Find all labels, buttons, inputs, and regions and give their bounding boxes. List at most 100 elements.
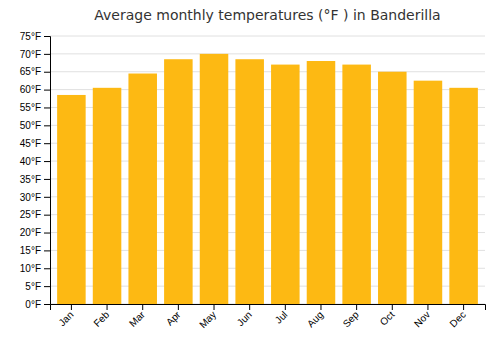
x-tick-label: Dec — [447, 309, 467, 329]
chart-svg: Jan Feb Mar Apr May Jun Jul Aug Sep Oct Nov Dec 0°F 5… — [0, 0, 500, 350]
x-tick-label: Mar — [127, 308, 147, 328]
x-tick-mark — [356, 304, 357, 310]
bar — [235, 59, 264, 304]
y-tick-label: 30°F — [20, 192, 41, 203]
x-tick: May — [197, 304, 218, 330]
bar — [271, 65, 300, 304]
x-tick: Dec — [447, 304, 467, 329]
bar — [200, 54, 229, 304]
y-tick: 15°F — [20, 245, 50, 256]
y-tick-mark — [44, 143, 50, 144]
y-tick-label: 55°F — [20, 102, 41, 113]
y-tick-mark — [44, 197, 50, 198]
y-tick-label: 60°F — [20, 84, 41, 95]
y-tick: 20°F — [20, 227, 50, 238]
y-tick: 40°F — [20, 156, 50, 167]
y-tick-mark — [44, 179, 50, 180]
grid — [50, 36, 485, 304]
x-tick: Apr — [164, 304, 183, 328]
y-tick-mark — [44, 107, 50, 108]
y-tick: 0°F — [25, 299, 50, 310]
y-tick-label: 10°F — [20, 263, 41, 274]
x-tick: Nov — [412, 304, 432, 329]
y-tick-mark — [44, 233, 50, 234]
x-tick-mark — [285, 304, 286, 310]
x-tick: Oct — [378, 304, 397, 328]
y-tick-mark — [44, 54, 50, 55]
x-tick-mark — [249, 304, 250, 310]
y-tick: 25°F — [20, 209, 50, 220]
x-tick-mark — [427, 304, 428, 310]
x-tick-label: May — [197, 309, 218, 330]
y-axis: 0°F 5°F 10°F 15°F 20°F 25°F 30°F 35°F 40°F 45°F 50… — [20, 31, 51, 310]
bar — [414, 81, 443, 304]
bar — [449, 88, 478, 304]
x-tick-mark — [214, 304, 215, 310]
y-tick: 60°F — [20, 84, 50, 95]
x-tick-mark — [107, 304, 108, 310]
y-tick-label: 35°F — [20, 174, 41, 185]
x-tick-label: Apr — [164, 308, 183, 327]
x-tick-mark — [71, 304, 72, 310]
y-tick-mark — [44, 250, 50, 251]
y-tick-label: 75°F — [20, 31, 41, 42]
y-tick-label: 0°F — [25, 299, 41, 310]
y-tick-label: 15°F — [20, 245, 41, 256]
bar — [128, 74, 157, 304]
y-tick-label: 20°F — [20, 227, 41, 238]
y-tick: 55°F — [20, 102, 50, 113]
grid-line — [50, 71, 485, 72]
y-tick: 10°F — [20, 263, 50, 274]
y-tick-label: 70°F — [20, 49, 41, 60]
x-tick-label: Jun — [235, 309, 254, 328]
chart-container: Jan Feb Mar Apr May Jun Jul Aug Sep Oct Nov Dec 0°F 5… — [0, 0, 500, 350]
x-tick-mark — [320, 304, 321, 310]
x-tick-label: Oct — [378, 309, 397, 328]
x-tick-mark — [392, 304, 393, 310]
y-axis-line — [44, 37, 51, 305]
x-tick: Jul — [273, 304, 290, 326]
y-tick-label: 25°F — [20, 209, 41, 220]
y-tick-label: 5°F — [25, 281, 41, 292]
x-tick: Aug — [305, 304, 325, 329]
x-tick-label: Feb — [91, 309, 111, 329]
y-tick-label: 65°F — [20, 66, 41, 77]
y-tick-mark — [44, 286, 50, 287]
bar — [164, 59, 193, 304]
y-tick: 45°F — [20, 138, 50, 149]
y-tick: 50°F — [20, 120, 50, 131]
y-tick-label: 45°F — [20, 138, 41, 149]
y-tick-mark — [44, 268, 50, 269]
bars — [57, 54, 478, 304]
bar — [93, 88, 122, 304]
x-tick-mark — [463, 304, 464, 310]
x-tick: Sep — [341, 304, 362, 329]
x-tick-label: Sep — [341, 309, 362, 330]
y-tick-mark — [44, 72, 50, 73]
x-tick: Mar — [127, 304, 147, 329]
grid-line — [50, 36, 485, 37]
y-tick: 65°F — [20, 66, 50, 77]
bar — [378, 72, 407, 304]
y-tick-mark — [44, 161, 50, 162]
grid-line — [50, 53, 485, 54]
x-tick-label: Nov — [412, 309, 432, 329]
y-tick-mark — [44, 125, 50, 126]
y-tick-label: 40°F — [20, 156, 41, 167]
y-tick-mark — [44, 90, 50, 91]
y-tick-mark — [44, 215, 50, 216]
y-tick: 70°F — [20, 49, 50, 60]
y-tick-mark — [44, 36, 50, 37]
y-tick: 30°F — [20, 192, 50, 203]
x-tick-label: Jul — [273, 309, 290, 326]
x-axis-line — [51, 305, 486, 311]
title: Average monthly temperatures (°F ) in Ba… — [94, 7, 440, 23]
x-tick-mark — [142, 304, 143, 310]
x-axis: Jan Feb Mar Apr May Jun Jul Aug Sep Oct Nov Dec — [51, 304, 486, 330]
bar — [342, 65, 371, 304]
x-tick-label: Aug — [305, 309, 325, 329]
bar — [57, 95, 86, 304]
x-tick: Jan — [56, 304, 75, 328]
y-tick: 75°F — [20, 31, 50, 42]
y-tick-label: 50°F — [20, 120, 41, 131]
